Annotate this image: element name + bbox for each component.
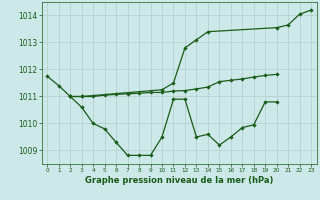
X-axis label: Graphe pression niveau de la mer (hPa): Graphe pression niveau de la mer (hPa): [85, 176, 273, 185]
